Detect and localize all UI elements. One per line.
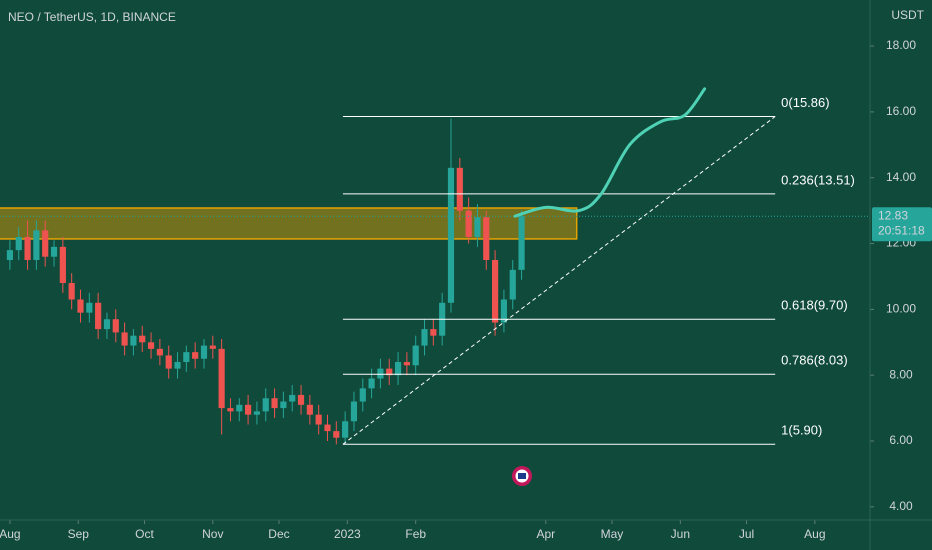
candle-body <box>509 269 516 300</box>
candle-body <box>24 236 31 260</box>
candle-body <box>121 332 128 346</box>
x-tick-label: Jul <box>739 527 754 541</box>
candle-body <box>342 421 349 438</box>
candle-body <box>33 230 40 260</box>
candle-body <box>50 246 58 257</box>
candle-body <box>324 424 331 432</box>
candle-body <box>139 335 146 343</box>
candle-body <box>315 414 322 425</box>
candle-body <box>474 217 481 237</box>
candle-body <box>430 329 437 336</box>
y-tick-label: 4.00 <box>889 499 913 513</box>
fib-label: 1(5.90) <box>781 423 822 438</box>
candle-body <box>447 167 455 303</box>
candle-body <box>59 246 66 284</box>
candle-body <box>386 368 393 376</box>
candle-body <box>68 283 75 300</box>
candle-body <box>236 404 243 412</box>
candle-body <box>165 355 172 369</box>
candle-body <box>377 368 384 379</box>
y-tick-label: 14.00 <box>886 170 916 184</box>
candle-body <box>280 401 287 409</box>
y-unit: USDT <box>891 8 924 22</box>
candle-body <box>297 394 305 405</box>
y-tick-label: 6.00 <box>889 433 913 447</box>
candle-body <box>245 404 252 415</box>
candle-body <box>192 352 199 359</box>
candle-body <box>200 345 208 359</box>
candle-body <box>209 345 216 349</box>
candle-body <box>15 236 22 251</box>
countdown-label: 20:51:18 <box>878 223 925 237</box>
x-tick-label: Dec <box>268 527 289 541</box>
fib-label: 0.618(9.70) <box>781 298 848 313</box>
x-tick-label: Apr <box>536 527 555 541</box>
candle-body <box>156 348 163 356</box>
flag-icon <box>512 466 532 486</box>
x-tick-label: Aug <box>0 527 21 541</box>
resistance-zone <box>0 207 578 240</box>
x-tick-label: Nov <box>202 527 223 541</box>
fib-label: 0.236(13.51) <box>781 172 855 187</box>
x-tick-label: Oct <box>135 527 154 541</box>
candle-body <box>6 250 14 260</box>
candle-body <box>421 329 428 346</box>
candle-body <box>289 394 296 402</box>
x-tick-label: Feb <box>405 527 426 541</box>
y-tick-label: 16.00 <box>886 104 916 118</box>
chart-title: NEO / TetherUS, 1D, BINANCE <box>8 10 176 24</box>
candle-body <box>500 299 508 323</box>
y-tick-label: 10.00 <box>886 302 916 316</box>
x-tick-label: Sep <box>68 527 90 541</box>
candle-body <box>359 388 366 402</box>
fib-label: 0.786(8.03) <box>781 353 848 368</box>
candle-body <box>518 216 525 270</box>
price-tag-label: 12.83 <box>878 208 908 222</box>
candle-body <box>394 362 402 376</box>
candle-body <box>130 335 137 346</box>
candle-body <box>262 398 269 412</box>
candle-body <box>483 217 490 260</box>
candle-body <box>465 210 472 237</box>
candle-body <box>333 431 340 438</box>
candle-body <box>95 302 102 330</box>
candle-body <box>227 408 234 412</box>
candle-body <box>350 401 358 422</box>
candle-body <box>271 398 278 409</box>
x-tick-label: Aug <box>804 527 825 541</box>
candle-body <box>112 319 119 333</box>
candle-body <box>412 345 419 366</box>
candle-body <box>77 299 84 313</box>
candle-body <box>253 411 261 415</box>
x-tick-label: May <box>601 527 624 541</box>
candle-body <box>86 302 93 313</box>
candle-body <box>174 362 181 369</box>
y-tick-label: 8.00 <box>889 367 913 381</box>
candle-body <box>103 319 111 330</box>
projection-path <box>513 87 707 218</box>
x-tick-label: Jun <box>671 527 690 541</box>
candle-body <box>306 404 313 415</box>
candle-body <box>218 348 225 409</box>
candle-body <box>42 230 49 257</box>
candle-body <box>456 167 463 211</box>
x-tick-label: 2023 <box>334 527 361 541</box>
candle-body <box>492 260 499 323</box>
candle-body <box>183 352 190 363</box>
price-tag <box>872 207 932 242</box>
candle-body <box>368 378 375 389</box>
candle-body <box>147 342 155 349</box>
y-tick-label: 18.00 <box>886 38 916 52</box>
candle-body <box>403 362 410 366</box>
fib-label: 0(15.86) <box>781 95 829 110</box>
